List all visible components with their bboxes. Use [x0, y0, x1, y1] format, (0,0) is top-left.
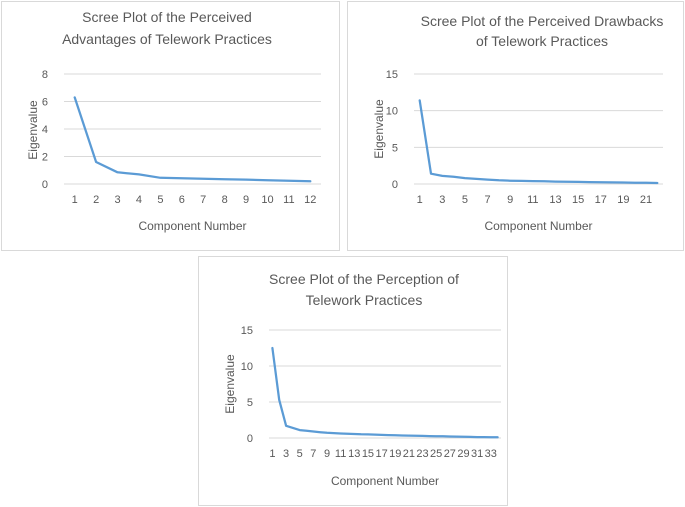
x-tick-label: 9 — [324, 448, 330, 460]
x-tick-label: 9 — [243, 194, 249, 206]
chart-title-line: Scree Plot of the Perceived — [82, 9, 252, 25]
x-tick-label: 17 — [595, 194, 607, 206]
y-tick-label: 10 — [241, 361, 253, 373]
y-axis-label: Eigenvalue — [372, 99, 386, 159]
x-tick-label: 13 — [549, 194, 561, 206]
x-tick-label: 15 — [572, 194, 584, 206]
x-axis-label: Component Number — [138, 219, 246, 233]
x-tick-label: 23 — [416, 448, 428, 460]
x-tick-label: 5 — [157, 194, 163, 206]
y-tick-label: 0 — [42, 179, 48, 191]
y-tick-label: 5 — [392, 142, 398, 154]
chart-panel-drawbacks: Scree Plot of the Perceived Drawbacks of … — [347, 1, 684, 251]
x-tick-label: 3 — [439, 194, 445, 206]
x-tick-label: 1 — [417, 194, 423, 206]
x-tick-label: 8 — [222, 194, 228, 206]
chart-title: Scree Plot of the Perceived Advantages of… — [62, 9, 272, 47]
x-tick-label: 27 — [444, 448, 456, 460]
x-tick-label: 21 — [403, 448, 415, 460]
chart-title-line: Scree Plot of the Perception of — [269, 271, 459, 287]
series-line — [418, 99, 659, 185]
x-tick-label: 12 — [304, 194, 316, 206]
x-tick-label: 19 — [389, 448, 401, 460]
y-tick-label: 5 — [247, 397, 253, 409]
x-tick-label: 15 — [362, 448, 374, 460]
x-tick-label: 1 — [72, 194, 78, 206]
chart-svg: Scree Plot of the Perceived Advantages of… — [26, 9, 321, 233]
x-tick-label: 6 — [179, 194, 185, 206]
x-tick-label: 10 — [261, 194, 273, 206]
x-tick-label: 11 — [283, 194, 294, 206]
x-tick-label: 7 — [200, 194, 206, 206]
x-axis-label: Component Number — [331, 474, 439, 488]
y-tick-label: 4 — [42, 124, 48, 136]
chart-title-line: of Telework Practices — [476, 33, 608, 49]
x-tick-label: 21 — [640, 194, 652, 206]
x-tick-label: 4 — [136, 194, 142, 206]
y-tick-label: 6 — [42, 97, 48, 109]
x-tick-label: 3 — [114, 194, 120, 206]
x-tick-label: 7 — [310, 448, 316, 460]
x-tick-label: 29 — [457, 448, 469, 460]
y-tick-label: 10 — [386, 106, 398, 118]
series-line — [73, 96, 312, 183]
chart-svg: Scree Plot of the Perception of Telework … — [223, 271, 501, 488]
y-axis-label: Eigenvalue — [223, 354, 237, 414]
x-tick-label: 2 — [93, 194, 99, 206]
chart-svg: Scree Plot of the Perceived Drawbacks of … — [372, 13, 664, 233]
x-tick-label: 1 — [269, 448, 275, 460]
chart-title-line: Scree Plot of the Perceived Drawbacks — [421, 13, 664, 29]
y-tick-label: 0 — [392, 179, 398, 191]
x-tick-label: 17 — [375, 448, 387, 460]
y-tick-label: 8 — [42, 69, 48, 81]
y-tick-label: 0 — [247, 433, 253, 445]
x-tick-label: 5 — [462, 194, 468, 206]
series-line — [271, 346, 499, 439]
x-tick-label: 19 — [617, 194, 629, 206]
x-tick-label: 5 — [297, 448, 303, 460]
y-tick-label: 15 — [386, 69, 398, 81]
x-tick-label: 13 — [348, 448, 360, 460]
x-tick-label: 33 — [485, 448, 497, 460]
chart-title-line: Advantages of Telework Practices — [62, 31, 272, 47]
y-tick-label: 2 — [42, 152, 48, 164]
chart-title: Scree Plot of the Perceived Drawbacks of … — [421, 13, 664, 49]
x-tick-label: 7 — [485, 194, 491, 206]
x-tick-label: 11 — [527, 194, 538, 206]
x-tick-label: 11 — [335, 448, 346, 460]
chart-panel-advantages: Scree Plot of the Perceived Advantages of… — [1, 1, 340, 251]
chart-title: Scree Plot of the Perception of Telework … — [269, 271, 459, 308]
y-tick-label: 15 — [241, 325, 253, 337]
x-tick-label: 31 — [471, 448, 483, 460]
x-tick-label: 3 — [283, 448, 289, 460]
x-tick-label: 25 — [430, 448, 442, 460]
y-axis-label: Eigenvalue — [26, 100, 40, 160]
chart-panel-perception: Scree Plot of the Perception of Telework … — [198, 256, 508, 506]
chart-title-line: Telework Practices — [306, 292, 423, 308]
x-axis-label: Component Number — [484, 219, 592, 233]
x-tick-label: 9 — [507, 194, 513, 206]
